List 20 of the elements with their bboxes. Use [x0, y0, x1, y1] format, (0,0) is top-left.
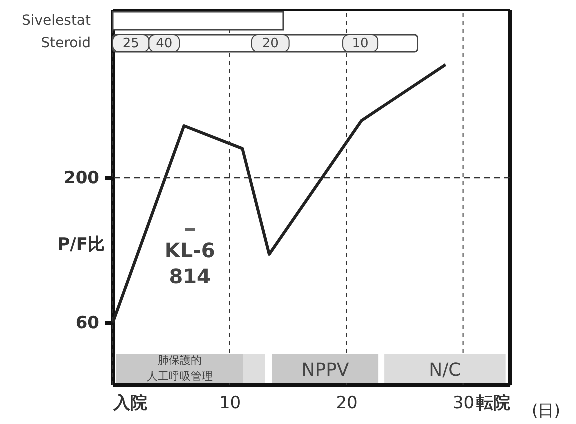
x-tick-label: 転院	[476, 394, 510, 414]
line-series	[112, 63, 448, 324]
y-axis-title: P/F比	[58, 235, 105, 255]
band-label: 10	[352, 36, 369, 52]
band-label: Sivelestat	[22, 13, 92, 29]
band-label: 25	[122, 36, 140, 52]
y-tick-label: 200	[64, 168, 100, 188]
x-tick-label: 20	[336, 394, 358, 414]
x-axis-title: (日)	[532, 401, 560, 420]
y-tick-label: 60	[76, 313, 100, 334]
band-label: 20	[262, 36, 279, 52]
x-tick-label: 10	[219, 394, 242, 414]
band-label: 40	[156, 36, 173, 52]
x-tick-label: 入院	[112, 394, 148, 414]
annotation: KL-6 814	[164, 238, 216, 289]
x-tick-label: 30	[452, 394, 475, 414]
band-label: N/C	[429, 360, 462, 381]
band-label: Steroid	[41, 36, 91, 52]
band-label: 肺保護的人工呼吸管理	[147, 354, 214, 383]
band-label: NPPV	[302, 360, 350, 381]
